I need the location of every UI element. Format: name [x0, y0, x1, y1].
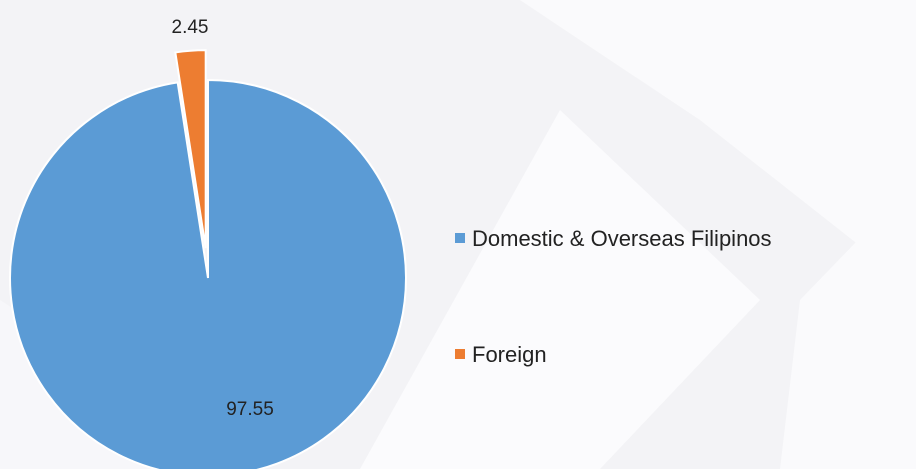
legend-swatch: [455, 233, 465, 243]
legend-swatch: [455, 349, 465, 359]
legend-label: Foreign: [472, 342, 547, 367]
data-label: 2.45: [172, 17, 209, 38]
background-shape: [360, 110, 760, 469]
pie-slice: [174, 49, 207, 249]
legend-label: Domestic & Overseas Filipinos: [472, 226, 772, 251]
data-label: 97.55: [226, 399, 274, 420]
background-shape: [780, 180, 916, 469]
pie-slice: [9, 78, 407, 469]
background-shape: [520, 0, 916, 290]
